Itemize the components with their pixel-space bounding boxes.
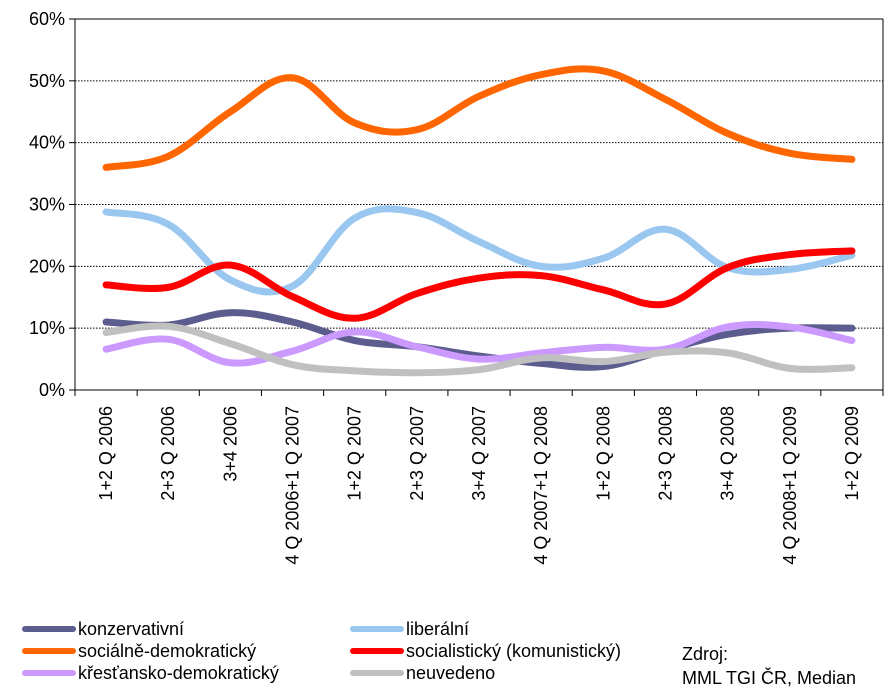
x-tick-label: 4 Q 2008+1 Q 2009	[780, 406, 800, 565]
legend-item-krestansko-demokraticky: křesťansko-demokratický	[22, 662, 279, 684]
axes	[69, 18, 884, 396]
x-tick-label: 1+2 Q 2007	[345, 406, 365, 501]
y-tick-label: 60%	[29, 9, 65, 29]
x-tick-label: 3+4 2006	[220, 406, 240, 482]
legend-swatch-socialne-demokraticky	[22, 648, 76, 654]
x-tick-label: 1+2 Q 2006	[96, 406, 116, 501]
y-tick-label: 20%	[29, 256, 65, 276]
series-lines	[102, 65, 856, 377]
legend-label-socialisticky: socialistický (komunistický)	[406, 640, 622, 661]
y-tick-labels: 0% 10% 20% 30% 40% 50% 60%	[29, 9, 65, 400]
legend-label-konzervativni: konzervativní	[78, 618, 185, 639]
y-tick-label: 30%	[29, 195, 65, 215]
legend-swatch-konzervativni	[22, 626, 76, 632]
y-tick-label: 10%	[29, 318, 65, 338]
legend-label-krestansko-demokraticky: křesťansko-demokratický	[78, 662, 279, 683]
series-line-4	[102, 321, 856, 367]
series-line-2	[102, 65, 856, 171]
legend-swatch-liberalni	[350, 626, 404, 632]
y-tick-label: 50%	[29, 71, 65, 91]
legend-item-socialne-demokraticky: sociálně-demokratický	[22, 640, 256, 662]
series-line-3	[102, 247, 856, 322]
grid	[75, 18, 883, 329]
x-tick-label: 1+2 Q 2009	[842, 406, 862, 501]
legend-item-neuvedeno: neuvedeno	[350, 662, 495, 684]
y-tick-label: 40%	[29, 133, 65, 153]
legend-label-liberalni: liberální	[406, 618, 470, 639]
source-note: Zdroj: MML TGI ČR, Median	[682, 642, 856, 690]
legend-item-liberalni: liberální	[350, 618, 469, 640]
legend-swatch-socialisticky	[350, 648, 404, 654]
x-tick-label: 2+3 Q 2006	[158, 406, 178, 501]
legend-swatch-neuvedeno	[350, 670, 404, 676]
x-tick-labels: 1+2 Q 2006 2+3 Q 2006 3+4 2006 4 Q 2006+1 Q…	[96, 406, 862, 565]
line-chart-plot: 0% 10% 20% 30% 40% 50% 60% 1+2 Q 2006 2+3 Q 200…	[29, 9, 884, 565]
x-tick-label: 4 Q 2007+1 Q 2008	[531, 406, 551, 565]
legend-label-neuvedeno: neuvedeno	[406, 662, 496, 683]
x-tick-label: 4 Q 2006+1 Q 2007	[283, 406, 303, 565]
source-line-1: Zdroj:	[682, 644, 729, 664]
series-line-5	[102, 322, 856, 377]
x-tick-label: 3+4 Q 2008	[718, 406, 738, 501]
legend-item-socialisticky: socialistický (komunistický)	[350, 640, 621, 662]
source-line-2: MML TGI ČR, Median	[682, 668, 857, 688]
x-tick-label: 3+4 Q 2007	[469, 406, 489, 501]
x-tick-label: 1+2 Q 2008	[593, 406, 613, 501]
x-tick-label: 2+3 Q 2008	[655, 406, 675, 501]
legend-label-socialne-demokraticky: sociálně-demokratický	[78, 640, 257, 661]
legend-swatch-krestansko-demokraticky	[22, 670, 76, 676]
legend-item-konzervativni: konzervativní	[22, 618, 184, 640]
y-tick-label: 0%	[39, 380, 65, 400]
legend: konzervativní liberální sociálně-demokra…	[0, 615, 890, 685]
x-tick-label: 2+3 Q 2007	[407, 406, 427, 501]
